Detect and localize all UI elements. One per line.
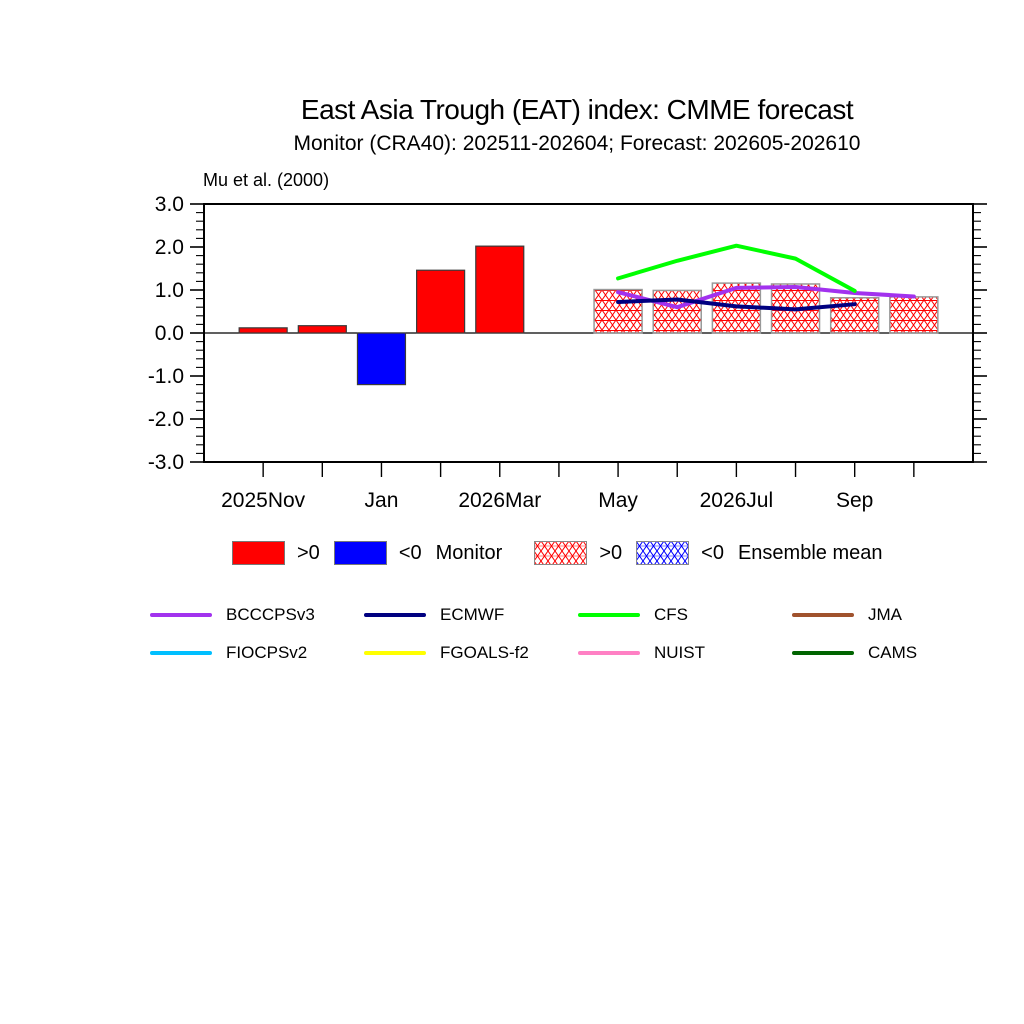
series-line-BCCCPSv3 xyxy=(616,284,916,310)
model-legend-item-FIOCPSv2: FIOCPSv2 xyxy=(150,643,364,663)
bar-legend: >0 <0 Monitor >0 <0 Ensemble mean xyxy=(232,539,896,567)
x-tick-label: 2025Nov xyxy=(221,489,306,512)
monitor-bar xyxy=(356,332,407,386)
legend-label: >0 xyxy=(599,541,623,564)
model-legend-item-FGOALS-f2: FGOALS-f2 xyxy=(364,643,578,663)
model-legend-item-CFS: CFS xyxy=(578,605,792,625)
monitor-bar xyxy=(297,325,347,334)
model-line-swatch xyxy=(792,651,854,655)
model-label: FIOCPSv2 xyxy=(226,643,308,662)
y-tick-label: 3.0 xyxy=(155,193,184,216)
x-tick-label: Jan xyxy=(365,489,399,512)
series-line-ECMWF xyxy=(616,297,857,312)
y-tick-label: 1.0 xyxy=(155,279,184,302)
model-line-legend: BCCCPSv3 ECMWF CFS JMA FIOCPSv2 FGOALS-f2 NUIS… xyxy=(150,596,1006,672)
model-legend-item-CAMS: CAMS xyxy=(792,643,1006,663)
monitor-bar xyxy=(416,269,466,334)
y-tick-label: -3.0 xyxy=(148,451,184,474)
monitor-bar xyxy=(475,245,525,334)
legend-item-monitor-positive: >0 xyxy=(232,541,320,565)
eat-index-plot: -3.0 -2.0 -1.0 0.0 1.0 2.0 3.0 2025Nov Jan 2026Ma… xyxy=(148,193,987,512)
ensemble-negative-swatch xyxy=(636,541,690,565)
model-line-swatch xyxy=(150,613,212,617)
y-tick-label: 0.0 xyxy=(155,322,184,345)
ensemble-mean-bar xyxy=(889,296,939,334)
x-tick-label: 2026Mar xyxy=(458,489,541,512)
legend-label: <0 xyxy=(398,541,422,564)
model-label: CAMS xyxy=(868,643,918,662)
ensemble-mean-bar xyxy=(652,289,702,334)
x-tick-label: May xyxy=(598,489,638,512)
legend-item-ensemble-positive: >0 xyxy=(534,541,622,565)
model-label: JMA xyxy=(868,605,902,624)
legend-item-ensemble-negative: <0 xyxy=(636,541,724,565)
y-tick-label: -1.0 xyxy=(148,365,184,388)
x-tick-label: 2026Jul xyxy=(700,489,774,512)
model-label: BCCCPSv3 xyxy=(226,605,315,624)
chart-subtitle: Monitor (CRA40): 202511-202604; Forecast… xyxy=(293,132,861,155)
model-line-swatch xyxy=(578,613,640,617)
model-legend-item-BCCCPSv3: BCCCPSv3 xyxy=(150,605,364,625)
chart-header: East Asia Trough (EAT) index: CMME forec… xyxy=(130,0,1024,156)
axes-ticks: -3.0 -2.0 -1.0 0.0 1.0 2.0 3.0 2025Nov Jan 2026Ma… xyxy=(148,193,987,512)
model-label: CFS xyxy=(654,605,688,624)
legend-label: Ensemble mean xyxy=(737,541,883,564)
model-legend-item-ECMWF: ECMWF xyxy=(364,605,578,625)
y-tick-label: 2.0 xyxy=(155,236,184,259)
model-line-swatch xyxy=(364,651,426,655)
model-label: NUIST xyxy=(654,643,705,662)
y-tick-label: -2.0 xyxy=(148,408,184,431)
legend-label: >0 xyxy=(297,541,320,564)
model-line-swatch xyxy=(578,651,640,655)
model-line-swatch xyxy=(150,651,212,655)
x-tick-label: Sep xyxy=(836,489,873,512)
model-legend-item-JMA: JMA xyxy=(792,605,1006,625)
model-line-swatch xyxy=(792,613,854,617)
legend-item-monitor-negative: <0 xyxy=(333,541,422,565)
legend-item-ensemble-group: Ensemble mean xyxy=(738,542,883,565)
model-legend-item-NUIST: NUIST xyxy=(578,643,792,663)
monitor-positive-swatch xyxy=(232,541,285,565)
legend-label: <0 xyxy=(701,541,724,564)
index-reference-label: Mu et al. (2000) xyxy=(203,170,330,190)
model-label: ECMWF xyxy=(440,605,505,624)
model-line-swatch xyxy=(364,613,426,617)
legend-label: Monitor xyxy=(435,541,503,564)
monitor-negative-swatch xyxy=(333,541,387,565)
chart-title: East Asia Trough (EAT) index: CMME forec… xyxy=(300,94,854,125)
legend-item-monitor-group: Monitor xyxy=(436,542,503,565)
model-label: FGOALS-f2 xyxy=(440,643,529,662)
ensemble-positive-swatch xyxy=(534,541,588,565)
series-line-CFS xyxy=(616,243,857,293)
monitor-bar xyxy=(238,327,288,334)
